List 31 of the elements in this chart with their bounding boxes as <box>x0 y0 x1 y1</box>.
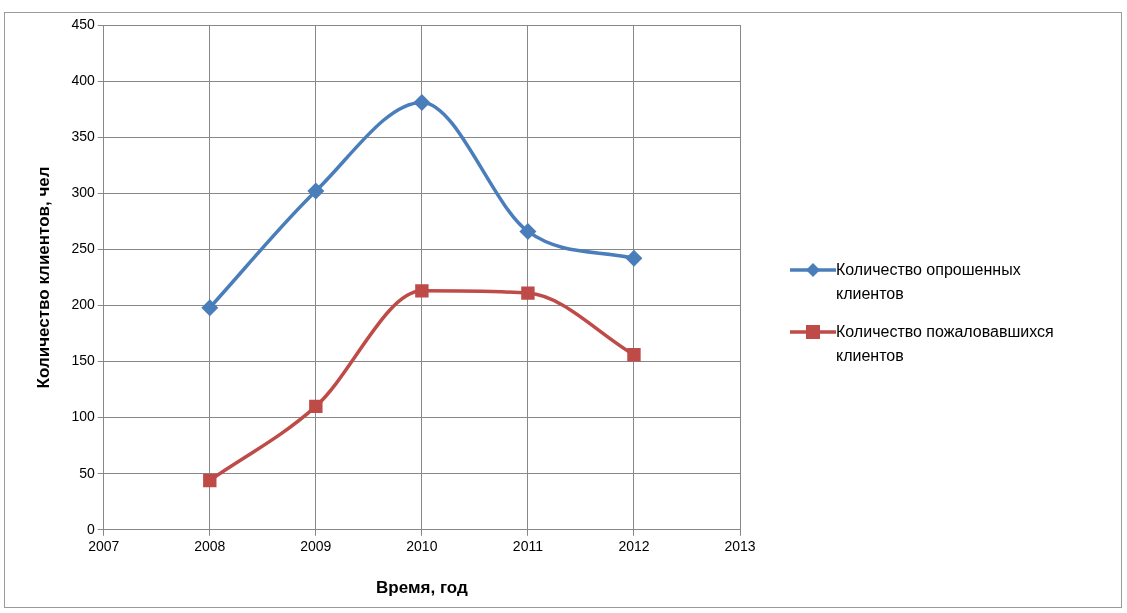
point <box>308 183 324 199</box>
x-axis-title: Время, год <box>376 578 468 598</box>
y-tick-label: 200 <box>71 296 95 313</box>
point <box>309 399 323 414</box>
y-tick-label: 450 <box>71 15 95 32</box>
y-tick-label: 100 <box>71 408 95 425</box>
point <box>203 473 217 488</box>
legend-label: Количество пожаловавшихся клиентов <box>836 322 1055 366</box>
point <box>414 94 430 111</box>
x-tick-label: 2007 <box>88 538 120 555</box>
y-tick-label: 250 <box>71 240 95 257</box>
y-tick-label: 50 <box>79 464 95 481</box>
x-tick-label: 2009 <box>300 538 332 555</box>
point <box>627 348 641 362</box>
point <box>521 286 535 300</box>
x-tick-label: 2010 <box>406 538 438 555</box>
point <box>626 250 642 267</box>
legend-label: Количество опрошенных клиентов <box>836 260 1022 304</box>
x-tick-label: 2011 <box>512 538 544 555</box>
y-tick-label: 300 <box>71 184 95 201</box>
x-tick-label: 2012 <box>618 538 650 555</box>
y-tick-label: 150 <box>71 352 95 369</box>
x-tick-label: 2013 <box>724 538 756 555</box>
y-tick-label: 350 <box>71 128 95 145</box>
y-tick-label: 400 <box>71 71 95 88</box>
x-tick-label: 2008 <box>194 538 226 555</box>
y-axis-title: Количество клиентов, чел <box>33 166 53 389</box>
y-tick-label: 0 <box>86 520 95 537</box>
point <box>202 299 218 316</box>
point <box>520 223 536 240</box>
point <box>415 284 429 298</box>
